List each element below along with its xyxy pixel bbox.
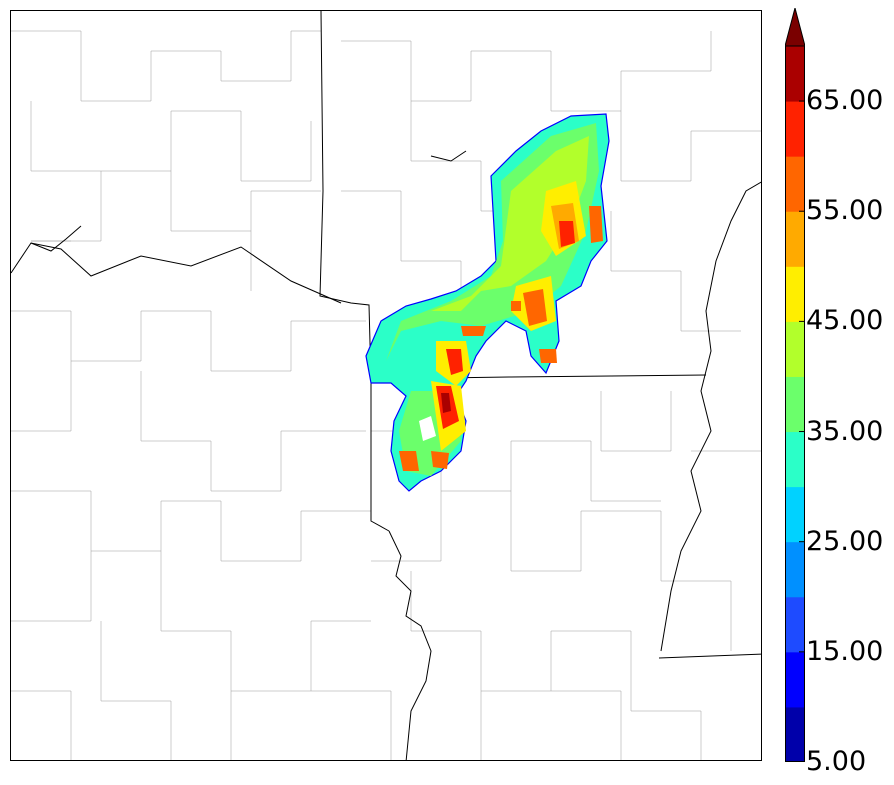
colorbar-bin: [785, 596, 805, 653]
colorbar-bin: [785, 211, 805, 267]
colorbar-bin: [785, 431, 805, 488]
colorbar-bin: [785, 706, 805, 762]
rivers: [30, 150, 761, 760]
colorbar-bin: [785, 266, 805, 322]
map-panel: [10, 10, 762, 761]
colorbar-tick-label: 5.00: [806, 746, 867, 777]
colorbar-tick-label: 65.00: [806, 85, 884, 117]
colorbar-bin: [785, 46, 805, 102]
colorbar-bin: [785, 376, 805, 433]
colorbar-bin: [785, 651, 805, 708]
colorbar-tick-label: 25.00: [806, 525, 884, 557]
colorbar-bin: [785, 156, 805, 212]
colorbar-tick-label: 15.00: [806, 635, 884, 667]
colorbar-bin: [785, 321, 805, 377]
county-map: [11, 11, 761, 760]
reflectivity-field: [365, 113, 610, 492]
colorbar-tick-label: 45.00: [806, 305, 884, 337]
colorbar-bin: [785, 101, 805, 157]
colorbar-tick-label: 55.00: [806, 195, 884, 227]
colorbar-bin: [785, 486, 805, 543]
colorbar-extend-arrow: [785, 8, 805, 47]
colorbar-tick-label: 35.00: [806, 415, 884, 447]
county-borders: [11, 30, 761, 760]
colorbar-bin: [785, 541, 805, 598]
colorbar: [785, 8, 805, 762]
colorbar-outline: [785, 45, 805, 762]
